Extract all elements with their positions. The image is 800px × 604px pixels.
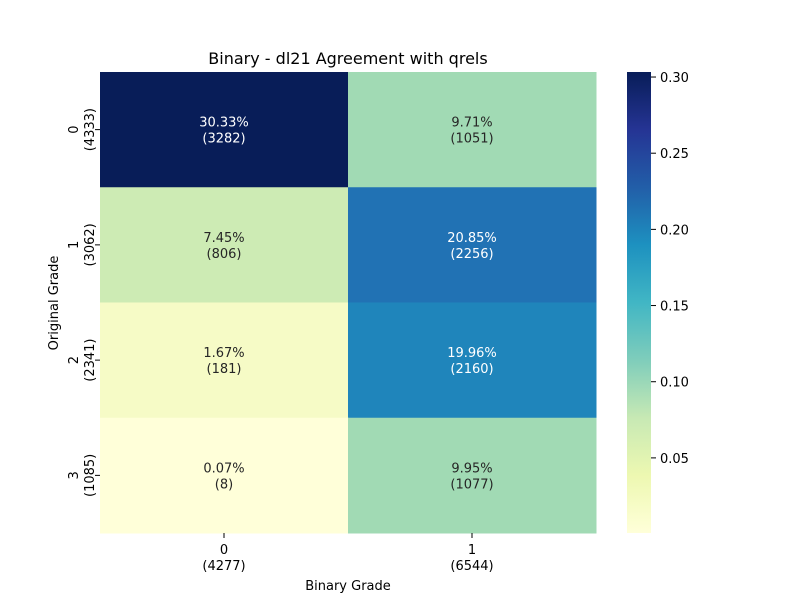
cell-count-label: (2256) [450,247,493,262]
colorbar-tick-label: 0.30 [660,71,689,86]
x-tick-label: 0 [220,543,228,558]
y-tick-count: (2341) [83,339,98,382]
cell-count-label: (806) [207,247,242,262]
cell-count-label: (2160) [450,362,493,377]
heatmap-cells [100,72,597,534]
colorbar-tick-label: 0.15 [660,300,689,315]
colorbar-gradient [627,72,651,533]
chart-title: Binary - dl21 Agreement with qrels [208,49,487,68]
colorbar-tick-label: 0.20 [660,223,689,238]
colorbar: 0.05 0.10 0.15 0.20 0.25 0.30 [627,71,689,533]
cell-count-label: (1077) [450,477,493,492]
y-axis: 0 (4333) 1 (3062) 2 (2341) 3 (1085) [67,108,100,497]
heatmap-cell-r2-c1 [348,302,597,419]
heatmap-cell-r1-c0 [100,187,349,303]
y-tick-count: (3062) [83,223,98,266]
heatmap-cell-r3-c0 [100,417,349,534]
x-tick-count: (4277) [202,559,245,574]
cell-percent-label: 7.45% [203,231,244,246]
cell-percent-label: 30.33% [199,116,249,131]
y-axis-label: Original Grade [47,256,62,351]
y-tick-label: 0 [67,125,82,133]
x-axis: 0(4277) 1(6544) [202,533,494,574]
y-tick-count: (1085) [83,454,98,497]
heatmap-cell-r0-c0 [100,72,349,188]
cell-percent-label: 20.85% [447,231,497,246]
heatmap-cell-r1-c1 [348,187,597,303]
y-tick-label: 2 [67,356,82,364]
cell-percent-label: 0.07% [203,461,244,476]
x-tick-count: (6544) [450,559,493,574]
cell-percent-label: 9.71% [451,116,492,131]
cell-percent-label: 1.67% [203,346,244,361]
cell-count-label: (3282) [202,132,245,147]
cell-percent-label: 19.96% [447,346,497,361]
colorbar-tick-label: 0.10 [660,376,689,391]
heatmap-cell-r2-c0 [100,302,349,419]
x-tick-label: 1 [468,543,476,558]
cell-count-label: (181) [207,362,242,377]
y-tick-label: 1 [67,241,82,249]
heatmap-cell-r3-c1 [348,417,597,534]
heatmap-cell-r0-c1 [348,72,597,188]
colorbar-tick-label: 0.25 [660,147,689,162]
cell-percent-label: 9.95% [451,461,492,476]
colorbar-tick-label: 0.05 [660,452,689,467]
y-tick-count: (4333) [83,108,98,151]
cell-count-label: (8) [215,477,233,492]
y-tick-label: 3 [67,471,82,479]
cell-count-label: (1051) [450,132,493,147]
x-axis-label: Binary Grade [305,579,391,594]
heatmap-cell-labels: 30.33%(3282)9.71%(1051)7.45%(806)20.85%(… [199,116,497,493]
